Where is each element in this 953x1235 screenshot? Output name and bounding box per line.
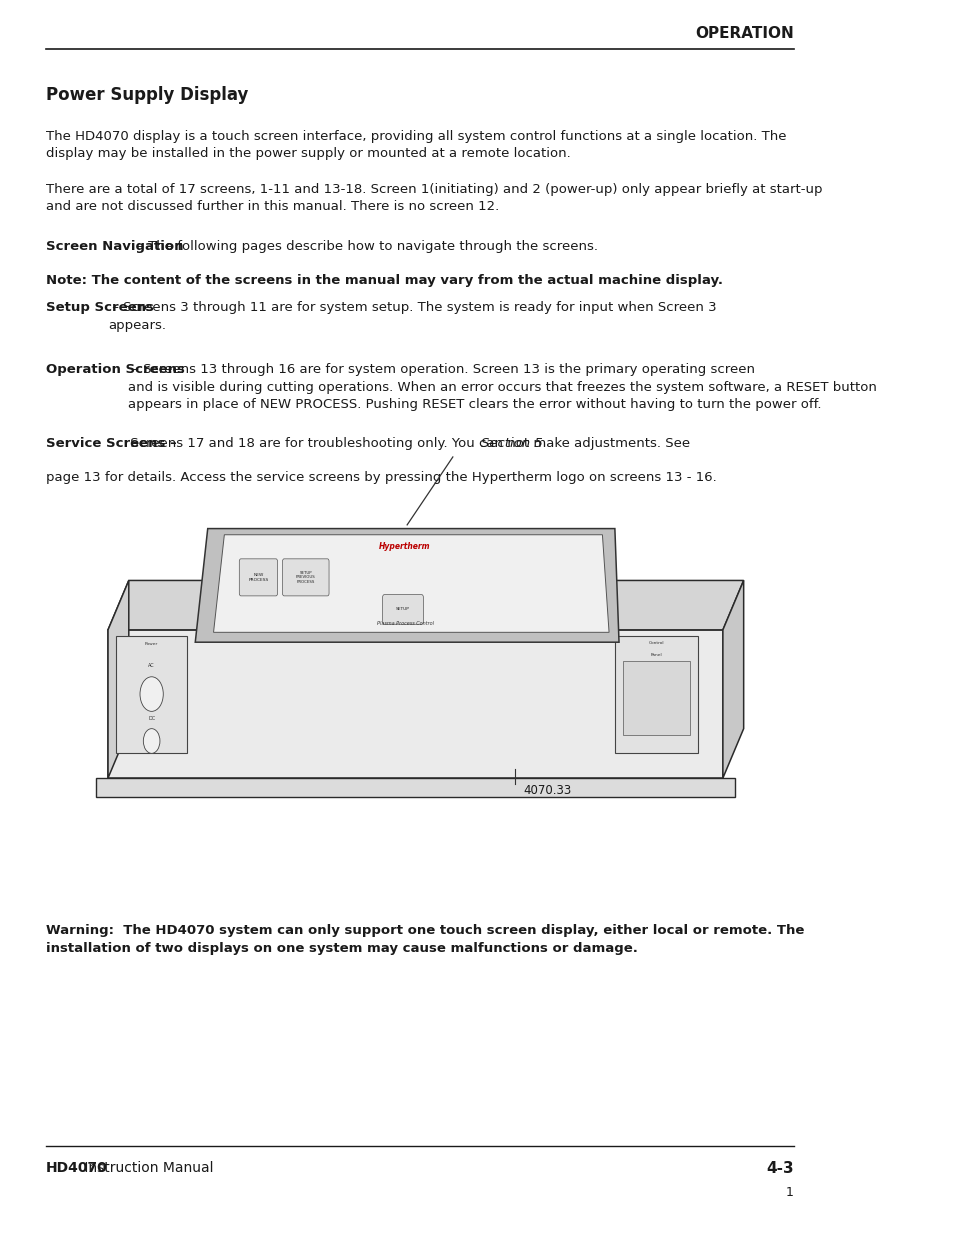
Polygon shape <box>108 580 129 778</box>
Text: Note: The content of the screens in the manual may vary from the actual machine : Note: The content of the screens in the … <box>46 274 722 288</box>
FancyBboxPatch shape <box>382 595 423 625</box>
Text: Power: Power <box>145 642 158 646</box>
Text: – Screens 13 through 16 are for system operation. Screen 13 is the primary opera: – Screens 13 through 16 are for system o… <box>128 363 876 411</box>
FancyBboxPatch shape <box>622 661 689 735</box>
Polygon shape <box>722 580 743 778</box>
Text: AC: AC <box>148 663 154 668</box>
Text: 4-3: 4-3 <box>765 1161 793 1176</box>
Polygon shape <box>108 580 743 630</box>
Text: Warning:  The HD4070 system can only support one touch screen display, either lo: Warning: The HD4070 system can only supp… <box>46 924 803 955</box>
Text: Service Screens –: Service Screens – <box>46 437 176 451</box>
Text: There are a total of 17 screens, 1-11 and 13-18. Screen 1(initiating) and 2 (pow: There are a total of 17 screens, 1-11 an… <box>46 183 821 214</box>
Text: Panel: Panel <box>650 653 661 657</box>
Text: OPERATION: OPERATION <box>694 26 793 41</box>
Text: Operation Screens: Operation Screens <box>46 363 184 377</box>
Text: Setup Screens: Setup Screens <box>46 301 153 315</box>
Circle shape <box>143 729 160 753</box>
Text: Screen Navigation: Screen Navigation <box>46 240 183 253</box>
FancyBboxPatch shape <box>615 636 698 753</box>
FancyBboxPatch shape <box>116 636 187 753</box>
FancyBboxPatch shape <box>282 558 329 597</box>
Text: DC: DC <box>148 716 155 721</box>
Text: 1: 1 <box>785 1186 793 1199</box>
Text: – Screens 3 through 11 are for system setup. The system is ready for input when : – Screens 3 through 11 are for system se… <box>109 301 717 332</box>
Text: Screens 17 and 18 are for troubleshooting only. You can not make adjustments. Se: Screens 17 and 18 are for troubleshootin… <box>126 437 694 451</box>
Polygon shape <box>108 630 722 778</box>
Circle shape <box>140 677 163 711</box>
Text: Hypertherm: Hypertherm <box>379 542 431 551</box>
Text: Control: Control <box>648 641 663 645</box>
Polygon shape <box>95 778 735 797</box>
Text: Plasma Process Control: Plasma Process Control <box>376 621 433 626</box>
Text: page 13 for details. Access the service screens by pressing the Hypertherm logo : page 13 for details. Access the service … <box>46 471 716 484</box>
Text: 4070.33: 4070.33 <box>523 784 571 798</box>
Text: – The following pages describe how to navigate through the screens.: – The following pages describe how to na… <box>133 240 598 253</box>
FancyBboxPatch shape <box>239 558 277 597</box>
Text: Power Supply Display: Power Supply Display <box>46 86 248 105</box>
Text: SETUP
PREVIOUS
PROCESS: SETUP PREVIOUS PROCESS <box>295 571 315 584</box>
Text: Section 5: Section 5 <box>481 437 542 451</box>
Text: The HD4070 display is a touch screen interface, providing all system control fun: The HD4070 display is a touch screen int… <box>46 130 785 161</box>
Polygon shape <box>195 529 618 642</box>
Text: NEW
PROCESS: NEW PROCESS <box>248 573 268 582</box>
Text: Instruction Manual: Instruction Manual <box>79 1161 213 1174</box>
Text: HD4070: HD4070 <box>46 1161 108 1174</box>
Polygon shape <box>213 535 608 632</box>
Text: SETUP: SETUP <box>395 608 410 611</box>
